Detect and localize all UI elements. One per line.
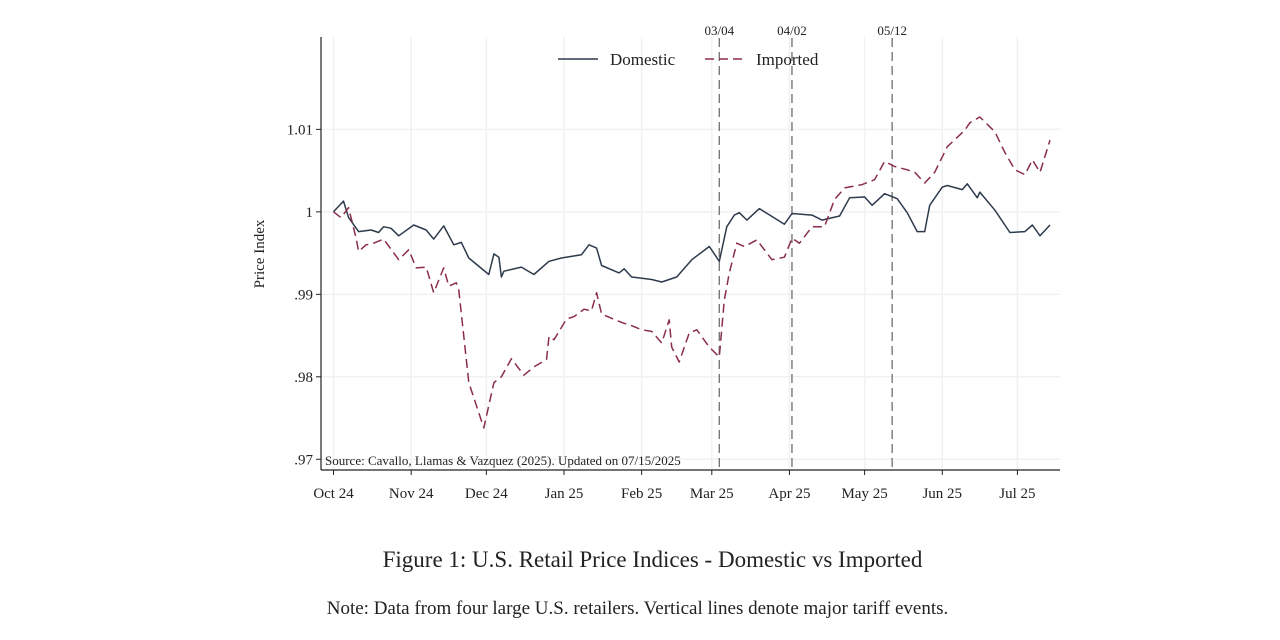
x-tick-label: Oct 24 (313, 486, 354, 502)
legend-label-imported: Imported (756, 50, 819, 69)
event-label: 04/02 (777, 23, 807, 38)
y-tick-label: .99 (294, 287, 313, 303)
y-tick-label: .98 (294, 370, 313, 386)
y-tick-label: .97 (294, 452, 313, 468)
y-tick-label: 1.01 (287, 122, 313, 138)
axes: .97 .98 .99 1 1.01 Oct 24 Nov 24 Dec 24 Jan 25 Fe… (287, 37, 1060, 502)
event-label: 05/12 (877, 23, 907, 38)
figure-caption: Figure 1: U.S. Retail Price Indices - Do… (382, 547, 923, 572)
x-tick-label: Feb 25 (621, 486, 662, 502)
event-label: 03/04 (704, 23, 734, 38)
source-annotation: Source: Cavallo, Llamas & Vazquez (2025)… (325, 453, 681, 468)
grid (321, 37, 1060, 470)
y-axis-label: Price Index (252, 219, 268, 288)
series-line-domestic (332, 183, 1051, 283)
x-tick-label: May 25 (841, 486, 887, 502)
series-lines (332, 116, 1051, 429)
x-tick-label: Jan 25 (545, 486, 584, 502)
x-tick-label: Nov 24 (389, 486, 434, 502)
x-tick-label: Jul 25 (999, 486, 1035, 502)
legend-label-domestic: Domestic (610, 50, 676, 69)
figure-note: Note: Data from four large U.S. retailer… (326, 598, 949, 619)
series-line-imported (333, 116, 1051, 429)
x-tick-label: Mar 25 (690, 486, 734, 502)
legend: Domestic Imported (558, 50, 819, 69)
x-tick-label: Apr 25 (768, 486, 810, 502)
x-tick-label: Dec 24 (465, 486, 508, 502)
x-tick-label: Jun 25 (922, 486, 962, 502)
event-lines: 03/04 04/02 05/12 (704, 23, 907, 470)
y-tick-label: 1 (306, 205, 314, 221)
